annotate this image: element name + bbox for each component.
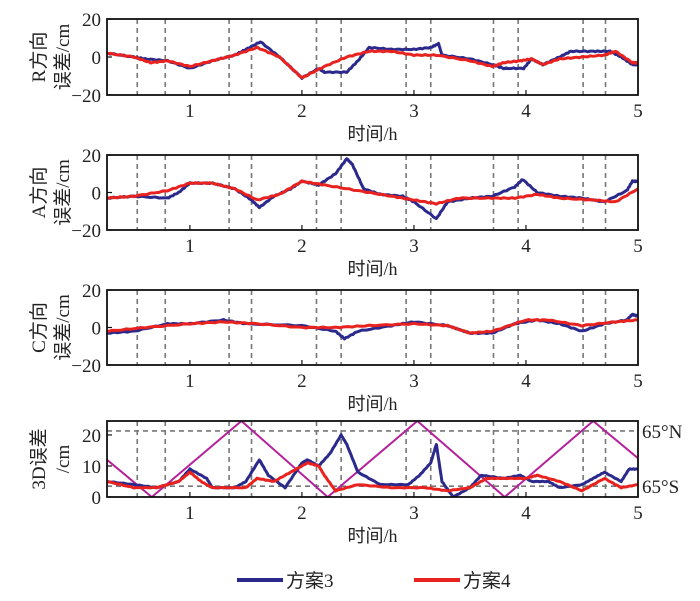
x-tick-label: 3 xyxy=(409,236,419,257)
y-axis-label: C方向 xyxy=(28,302,50,353)
x-tick-label: 3 xyxy=(409,371,419,392)
latitude-label: 65°N xyxy=(642,422,683,443)
panel-3: −20 0 20 1 2 3 4 5 时间/h C方向 误差/cm xyxy=(28,281,643,414)
x-tick-label: 5 xyxy=(633,503,643,524)
x-tick-label: 1 xyxy=(185,503,195,524)
y-tick-label: −20 xyxy=(71,356,101,377)
y-axis-label: /cm xyxy=(53,445,74,474)
x-tick-label: 2 xyxy=(297,236,307,257)
legend-label-scheme3: 方案3 xyxy=(286,570,334,592)
y-tick-label: 0 xyxy=(92,488,102,509)
series-line-scheme4 xyxy=(107,45,638,80)
x-axis-label: 时间/h xyxy=(347,394,397,414)
x-tick-label: 4 xyxy=(521,236,531,257)
x-tick-label: 3 xyxy=(409,503,419,524)
legend-label-scheme4: 方案4 xyxy=(463,570,511,592)
panel-2: −20 0 20 1 2 3 4 5 时间/h A方向 误差/cm xyxy=(28,146,643,279)
y-tick-label: 10 xyxy=(82,457,101,478)
x-tick-label: 5 xyxy=(633,371,643,392)
x-axis-label: 时间/h xyxy=(347,526,397,546)
y-axis-label: 误差/cm xyxy=(52,294,74,361)
y-tick-label: 0 xyxy=(92,319,102,340)
y-axis-label: A方向 xyxy=(28,167,50,219)
x-tick-label: 2 xyxy=(297,503,307,524)
x-tick-label: 4 xyxy=(521,101,531,122)
x-tick-label: 1 xyxy=(185,236,195,257)
plot-frame xyxy=(106,420,639,498)
y-tick-label: 20 xyxy=(82,281,101,302)
y-tick-label: 20 xyxy=(82,10,101,31)
series-line-scheme4 xyxy=(107,179,638,206)
panel-1: −20 0 20 1 2 3 4 5 时间/h R方向 误差/cm xyxy=(28,10,643,144)
y-tick-label: 0 xyxy=(92,184,102,205)
y-tick-label: −20 xyxy=(71,86,101,107)
y-axis-label: R方向 xyxy=(28,32,50,83)
series-line-scheme4 xyxy=(107,461,638,493)
panel-4: 65°N 65°S 0 10 20 1 2 3 4 5 时间/h 3D误差/cm xyxy=(28,420,683,546)
series-line-scheme4 xyxy=(107,318,638,335)
y-axis-label: 误差/cm xyxy=(52,24,74,91)
y-tick-label: 0 xyxy=(92,48,102,69)
y-tick-label: 20 xyxy=(82,426,101,447)
y-axis-label: 3D误差 xyxy=(28,428,50,489)
x-axis-label: 时间/h xyxy=(347,124,397,144)
x-tick-label: 4 xyxy=(521,371,531,392)
x-tick-label: 5 xyxy=(633,236,643,257)
y-tick-label: −20 xyxy=(71,221,101,242)
series-line-scheme3 xyxy=(107,157,638,221)
x-tick-label: 1 xyxy=(185,371,195,392)
legend: 方案3 方案4 xyxy=(237,570,511,592)
x-tick-label: 3 xyxy=(409,101,419,122)
x-tick-label: 2 xyxy=(297,371,307,392)
y-tick-label: 20 xyxy=(82,146,101,167)
latitude-label: 65°S xyxy=(642,477,679,498)
x-tick-label: 5 xyxy=(633,101,643,122)
series-line-scheme3 xyxy=(107,433,638,497)
y-axis-label: 误差/cm xyxy=(52,159,74,226)
x-tick-label: 1 xyxy=(185,101,195,122)
x-axis-label: 时间/h xyxy=(347,259,397,279)
x-tick-label: 2 xyxy=(297,101,307,122)
x-tick-label: 4 xyxy=(521,503,531,524)
